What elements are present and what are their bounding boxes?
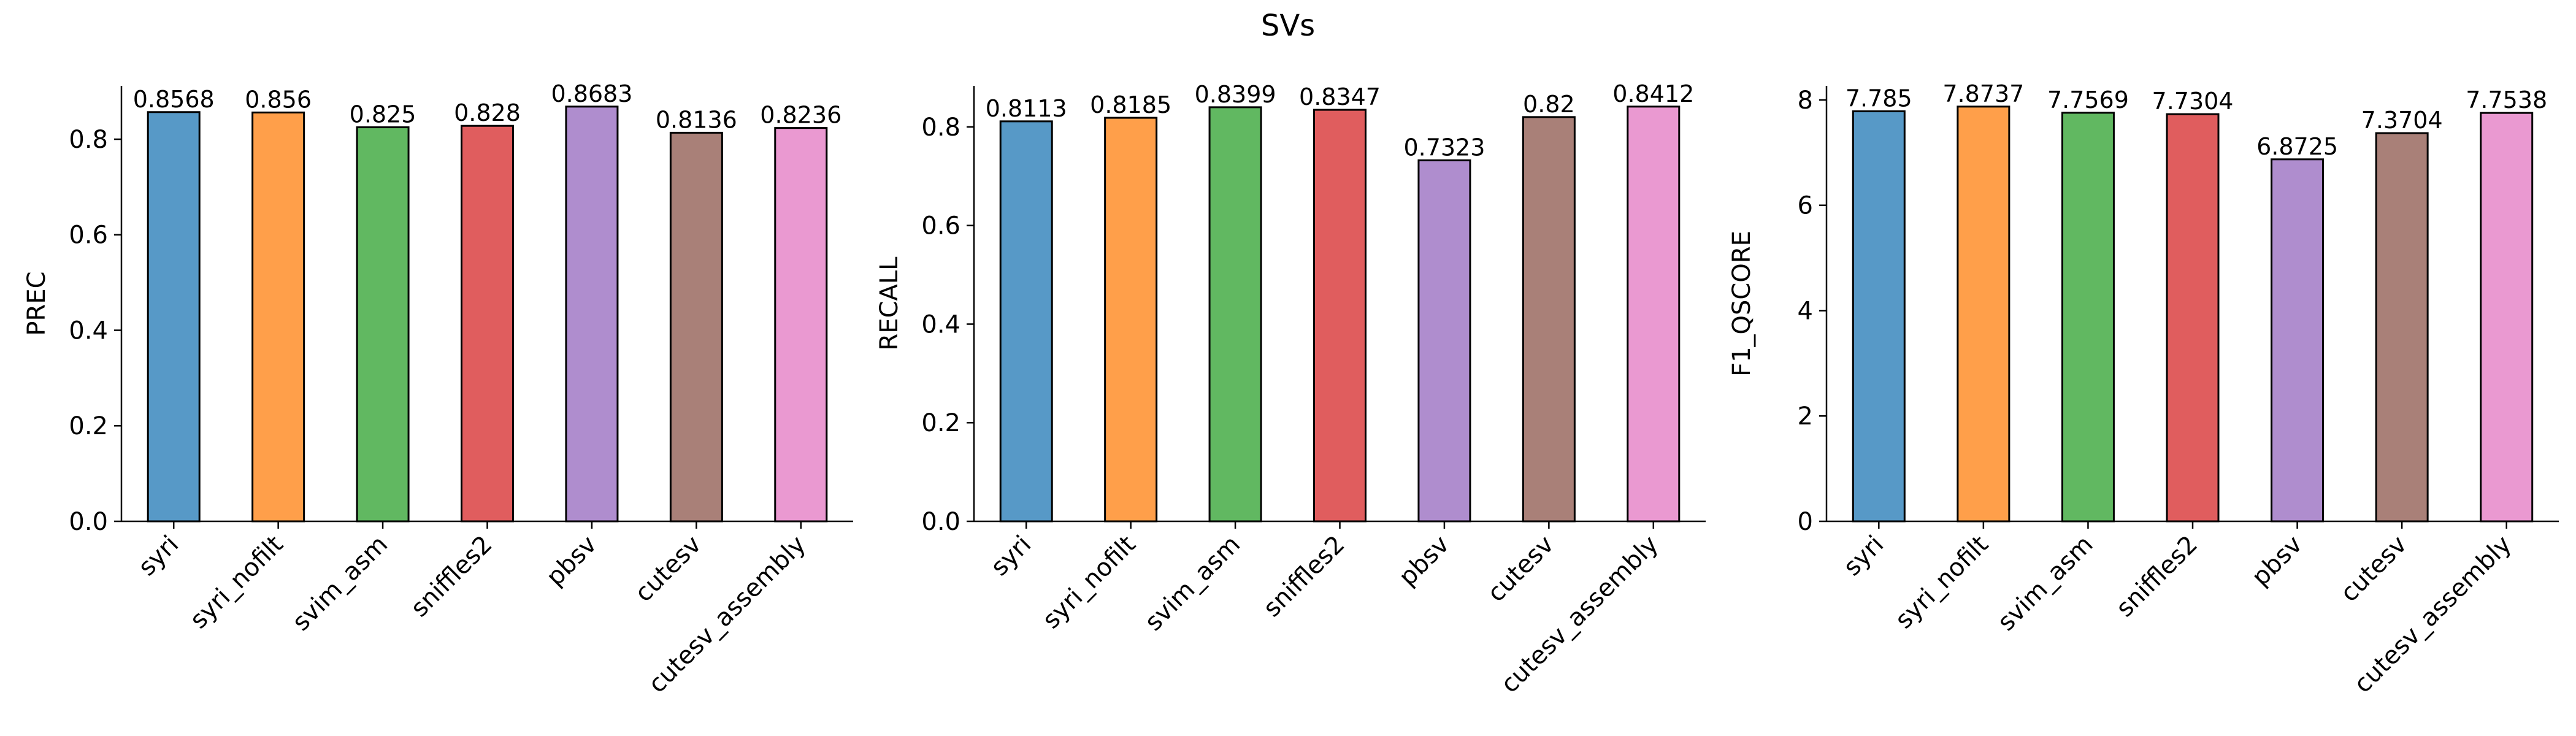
y-axis-label: F1_QSCORE <box>1728 231 1756 377</box>
bar-value-label: 0.8347 <box>1299 83 1381 110</box>
y-tick-label: 0.6 <box>69 221 108 250</box>
bar-value-label: 0.8412 <box>1612 80 1694 107</box>
y-tick-label: 0.2 <box>921 409 960 437</box>
y-tick-label: 0.4 <box>921 310 960 339</box>
y-tick-label: 0.2 <box>69 412 108 440</box>
y-tick-label: 0 <box>1798 508 1813 536</box>
bar-syri_nofilt <box>1957 105 2011 523</box>
y-tick-label: 0.6 <box>921 212 960 240</box>
bar-cutesv_assembly <box>1627 105 1681 523</box>
bar-value-label: 0.8185 <box>1090 91 1171 118</box>
y-axis-label: PREC <box>23 271 51 335</box>
x-tick-label: syri_nofilt <box>1890 531 1994 635</box>
bar-pbsv <box>2271 158 2325 523</box>
chart-panel-3: 7.785 syri 7.8737 syri_nofilt 7.7569 svim_asm… <box>1728 80 2559 699</box>
bar-pbsv <box>1417 159 1471 523</box>
x-tick-label: syri <box>133 531 184 581</box>
bar-value-label: 0.856 <box>245 86 312 113</box>
x-tick-label: svim_asm <box>287 531 393 637</box>
bar-value-label: 0.7323 <box>1403 134 1485 161</box>
y-tick-label: 0.8 <box>921 113 960 142</box>
bar-sniffles2 <box>1313 109 1367 523</box>
x-tick-label: svim_asm <box>1992 531 2098 637</box>
y-tick-label: 4 <box>1798 297 1813 325</box>
x-tick-label: cutesv <box>629 531 707 608</box>
bar-value-label: 0.8236 <box>760 102 841 129</box>
bar-value-label: 7.7569 <box>2047 86 2129 113</box>
bar-svim_asm <box>1208 106 1262 523</box>
bar-syri <box>999 120 1053 523</box>
bar-value-label: 0.8399 <box>1195 81 1276 108</box>
bar-value-label: 0.8568 <box>133 86 215 113</box>
bar-value-label: 7.7304 <box>2152 88 2234 115</box>
bar-sniffles2 <box>2166 113 2220 523</box>
chart-panel-2: 0.8113 syri 0.8185 syri_nofilt 0.8399 svim_as… <box>875 80 1706 699</box>
bar-svim_asm <box>2061 112 2115 523</box>
x-tick-label: sniffles2 <box>1258 531 1351 623</box>
y-tick-label: 0.4 <box>69 316 108 345</box>
y-tick-label: 8 <box>1798 86 1813 115</box>
bar-value-label: 7.7538 <box>2466 86 2547 113</box>
x-tick-label: syri <box>986 531 1037 581</box>
figure-title: SVs <box>1260 9 1316 43</box>
x-tick-label: sniffles2 <box>2111 531 2204 623</box>
chart-panel-1: 0.8568 syri 0.856 syri_nofilt 0.825 svim_asm 0… <box>23 80 853 699</box>
bar-pbsv <box>565 105 619 523</box>
x-tick-label: cutesv <box>2335 531 2412 608</box>
bar-value-label: 0.8136 <box>656 106 737 133</box>
bar-sniffles2 <box>461 125 514 523</box>
y-tick-label: 2 <box>1798 402 1813 431</box>
x-tick-label: syri <box>1838 531 1889 581</box>
bar-syri_nofilt <box>251 111 305 523</box>
bar-cutesv_assembly <box>2480 112 2534 523</box>
bar-value-label: 6.8725 <box>2256 133 2338 160</box>
bar-value-label: 0.825 <box>350 101 416 128</box>
x-tick-label: pbsv <box>2247 531 2308 592</box>
x-tick-label: syri_nofilt <box>185 531 289 635</box>
x-tick-label: pbsv <box>541 531 602 592</box>
bar-cutesv <box>2375 132 2429 523</box>
bar-syri <box>1852 110 1906 523</box>
y-tick-label: 0.0 <box>69 508 108 536</box>
y-tick-label: 6 <box>1798 192 1813 220</box>
bar-value-label: 7.3704 <box>2361 107 2443 134</box>
y-tick-label: 0.8 <box>69 126 108 154</box>
bar-value-label: 0.828 <box>454 99 521 126</box>
y-axis-label: RECALL <box>875 256 903 351</box>
bar-cutesv <box>669 131 723 523</box>
x-tick-label: cutesv <box>1482 531 1559 608</box>
bar-value-label: 7.8737 <box>1942 80 2024 107</box>
bar-value-label: 0.8683 <box>551 80 632 107</box>
bar-cutesv_assembly <box>774 127 828 523</box>
bar-cutesv <box>1522 116 1576 523</box>
x-tick-label: sniffles2 <box>405 531 498 623</box>
x-tick-label: pbsv <box>1393 531 1455 592</box>
x-tick-label: svim_asm <box>1140 531 1246 637</box>
bar-value-label: 0.82 <box>1523 91 1575 118</box>
bar-syri <box>147 111 201 523</box>
bar-svim_asm <box>356 126 410 523</box>
bar-value-label: 0.8113 <box>986 95 1067 122</box>
bar-syri_nofilt <box>1104 117 1158 523</box>
x-tick-label: syri_nofilt <box>1037 531 1141 635</box>
bar-value-label: 7.785 <box>1846 85 1912 112</box>
y-tick-label: 0.0 <box>921 508 960 536</box>
